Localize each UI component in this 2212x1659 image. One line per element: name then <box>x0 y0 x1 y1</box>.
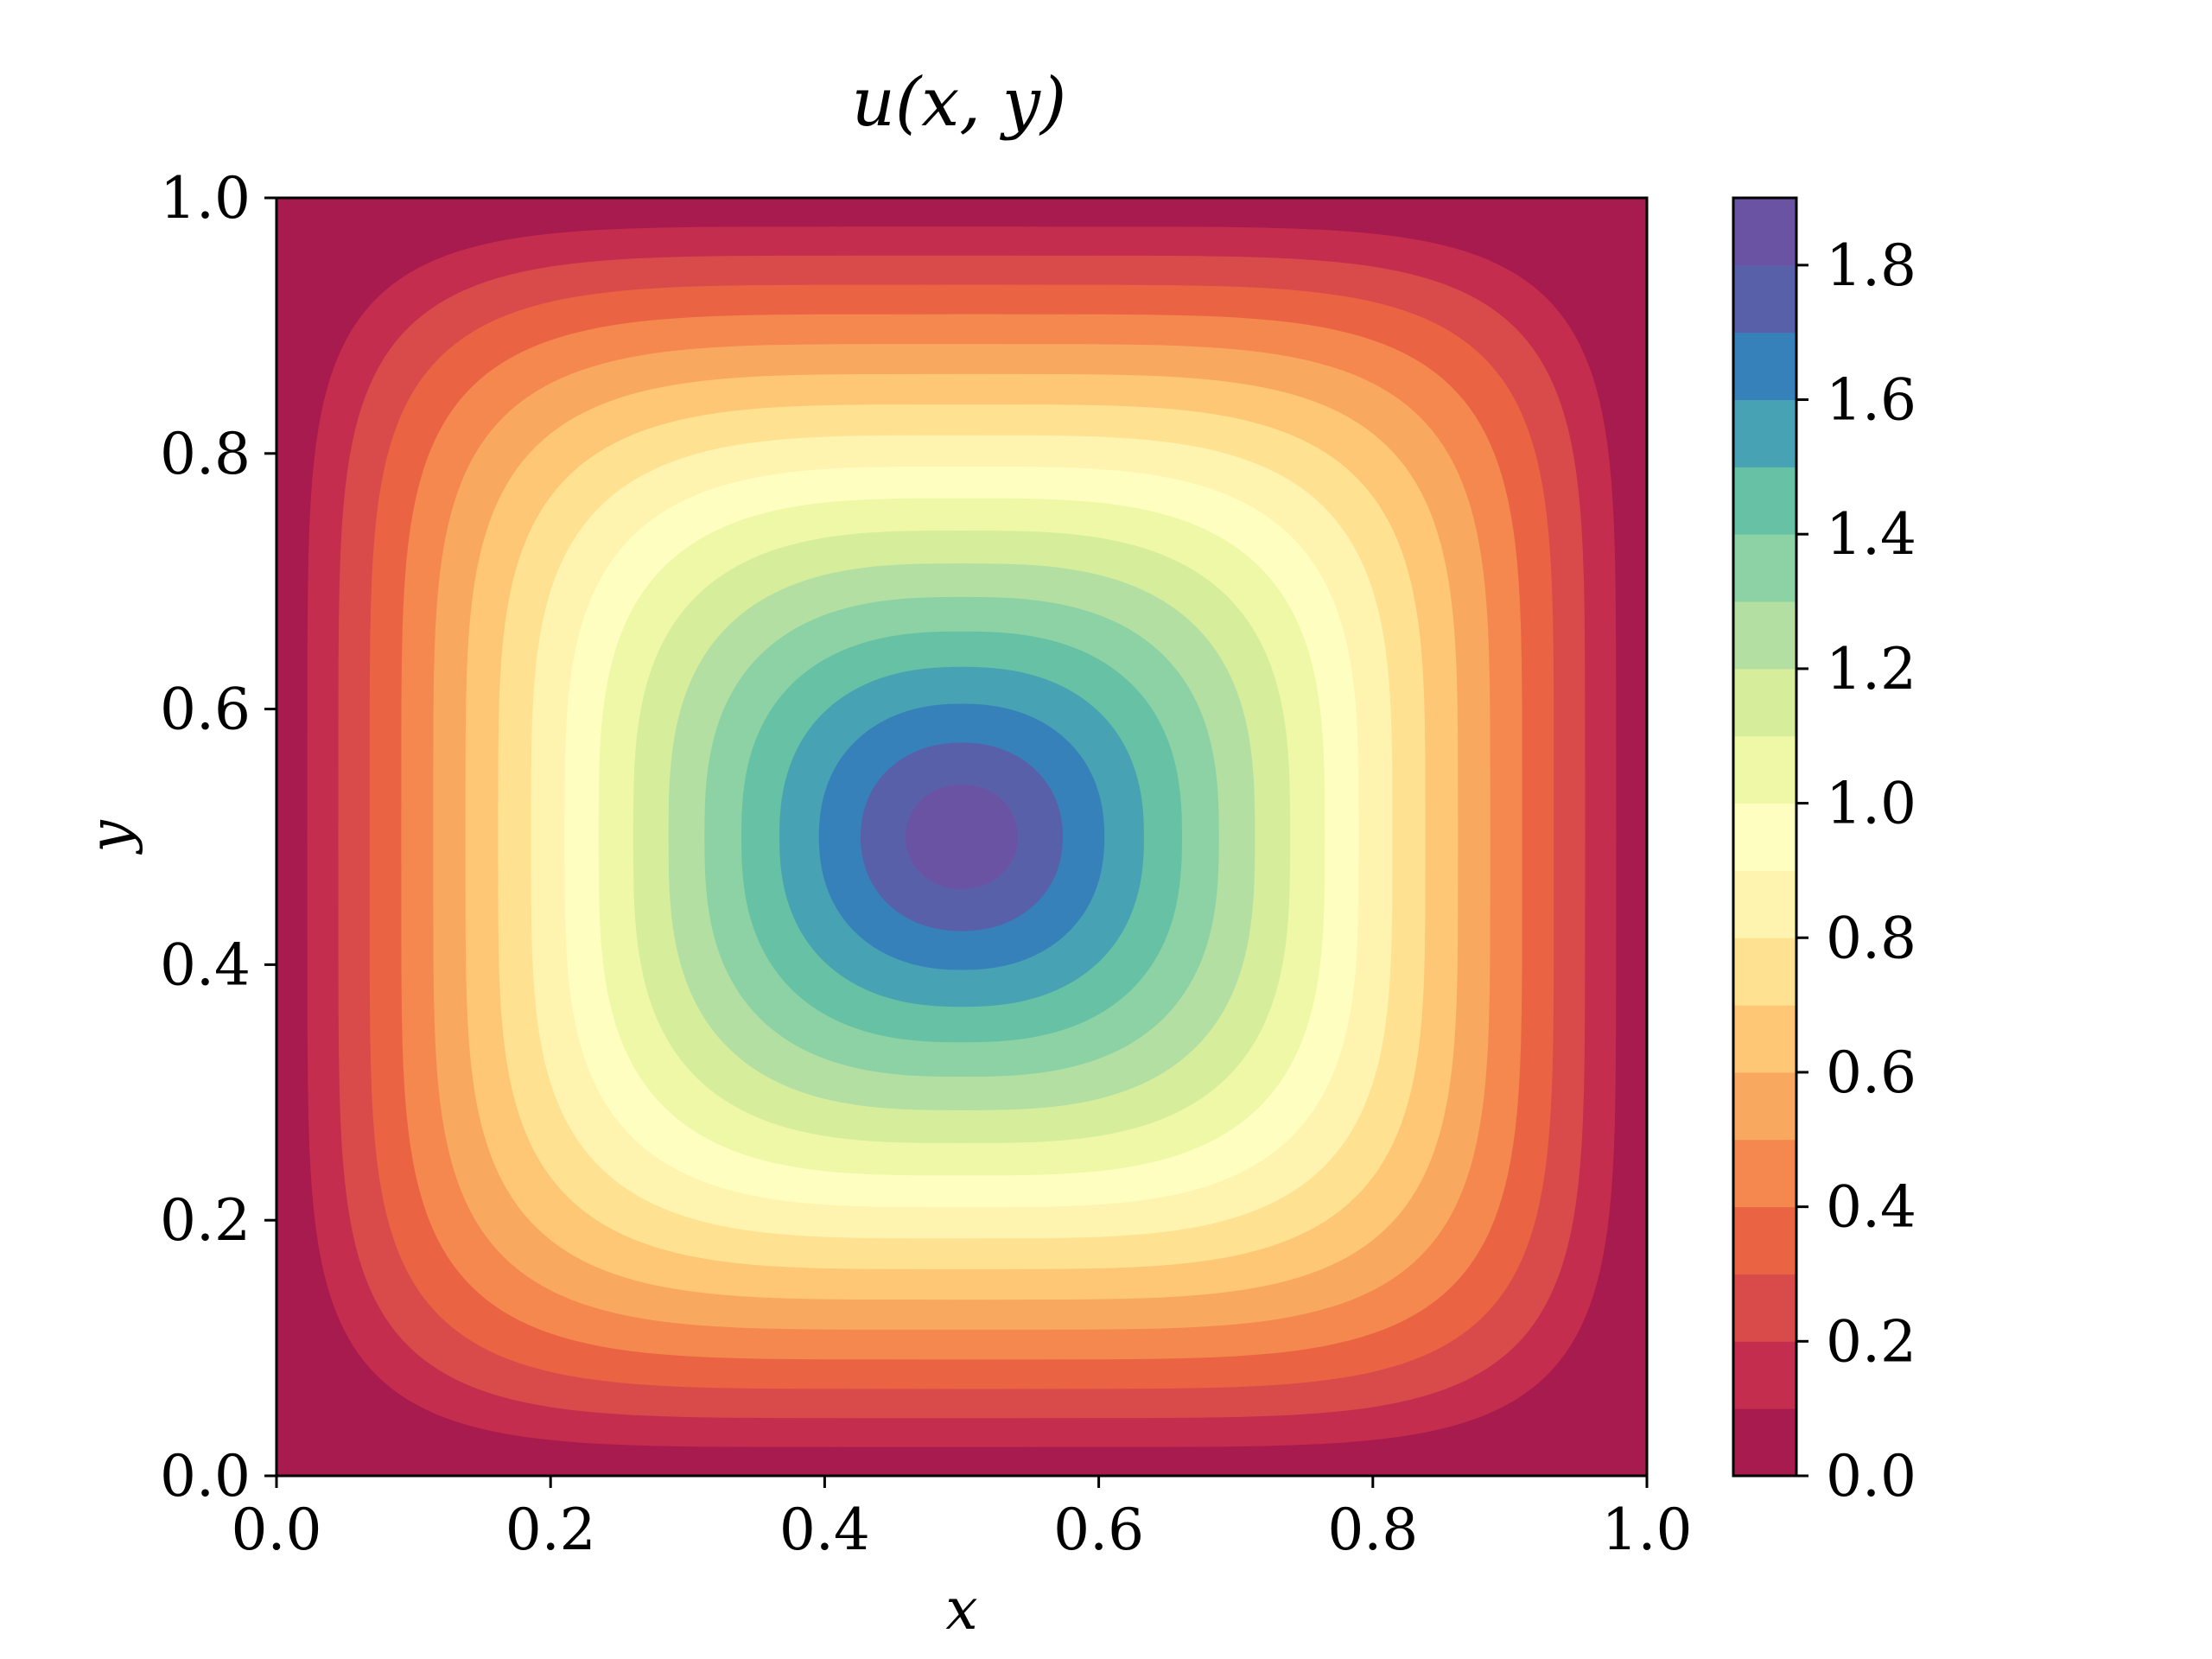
y-tick-label: 1.0 <box>160 165 251 232</box>
colorbar-segment <box>1733 1206 1796 1274</box>
colorbar-segment <box>1733 467 1796 535</box>
colorbar-tick-label: 0.2 <box>1826 1308 1916 1375</box>
colorbar-segment <box>1733 332 1796 401</box>
colorbar-segment <box>1733 1274 1796 1342</box>
colorbar-tick-label: 0.8 <box>1826 905 1916 971</box>
colorbar-segment <box>1733 1408 1796 1477</box>
colorbar-segment <box>1733 601 1796 670</box>
x-axis: 0.0 0.2 0.4 0.6 0.8 1.0 <box>232 1476 1693 1563</box>
x-tick-label: 0.2 <box>505 1497 596 1563</box>
colorbar-segment <box>1733 1139 1796 1208</box>
colorbar-segment <box>1733 534 1796 602</box>
colorbar-axis: 0.0 0.2 0.4 0.6 0.8 1.0 1.2 1.4 1.6 1.8 <box>1796 232 1916 1510</box>
colorbar-segment <box>1733 399 1796 467</box>
colorbar-tick-label: 0.6 <box>1826 1039 1916 1106</box>
y-axis-label: y <box>77 820 143 855</box>
colorbar-segment <box>1733 1071 1796 1141</box>
x-tick-label: 0.4 <box>779 1497 870 1563</box>
x-tick-label: 0.6 <box>1053 1497 1144 1563</box>
contour-band <box>906 785 1018 889</box>
colorbar-segment <box>1733 938 1796 1006</box>
chart-title: u(x, y) <box>852 64 1067 142</box>
colorbar-tick-label: 1.4 <box>1826 501 1916 568</box>
colorbar-segment <box>1733 668 1796 737</box>
colorbar <box>1733 198 1796 1477</box>
y-tick-label: 0.6 <box>160 677 251 743</box>
colorbar-segment <box>1733 1005 1796 1073</box>
x-tick-label: 1.0 <box>1602 1497 1693 1563</box>
y-tick-label: 0.2 <box>160 1187 251 1254</box>
colorbar-segment <box>1733 198 1796 266</box>
colorbar-segment <box>1733 735 1796 804</box>
plot-area <box>276 198 1647 1476</box>
plot-frame <box>275 196 1649 1478</box>
colorbar-frame <box>1732 196 1798 1478</box>
colorbar-segment <box>1733 264 1796 334</box>
y-tick-label: 0.4 <box>160 931 251 998</box>
x-tick-label: 0.8 <box>1327 1497 1418 1563</box>
colorbar-segment <box>1733 870 1796 938</box>
colorbar-tick-label: 1.8 <box>1826 232 1916 299</box>
colorbar-segment <box>1733 1341 1796 1409</box>
colorbar-tick-label: 1.6 <box>1826 367 1916 434</box>
colorbar-tick-label: 0.0 <box>1826 1443 1916 1510</box>
colorbar-tick-label: 1.2 <box>1826 636 1916 702</box>
y-tick-label: 0.0 <box>160 1443 251 1510</box>
x-tick-label: 0.0 <box>232 1497 322 1563</box>
colorbar-segment <box>1733 803 1796 871</box>
colorbar-tick-label: 1.0 <box>1826 771 1916 837</box>
colorbar-tick-label: 0.4 <box>1826 1174 1916 1241</box>
y-tick-label: 0.8 <box>160 421 251 487</box>
y-axis: 0.0 0.2 0.4 0.6 0.8 1.0 <box>160 165 276 1510</box>
x-axis-label: x <box>945 1576 977 1643</box>
